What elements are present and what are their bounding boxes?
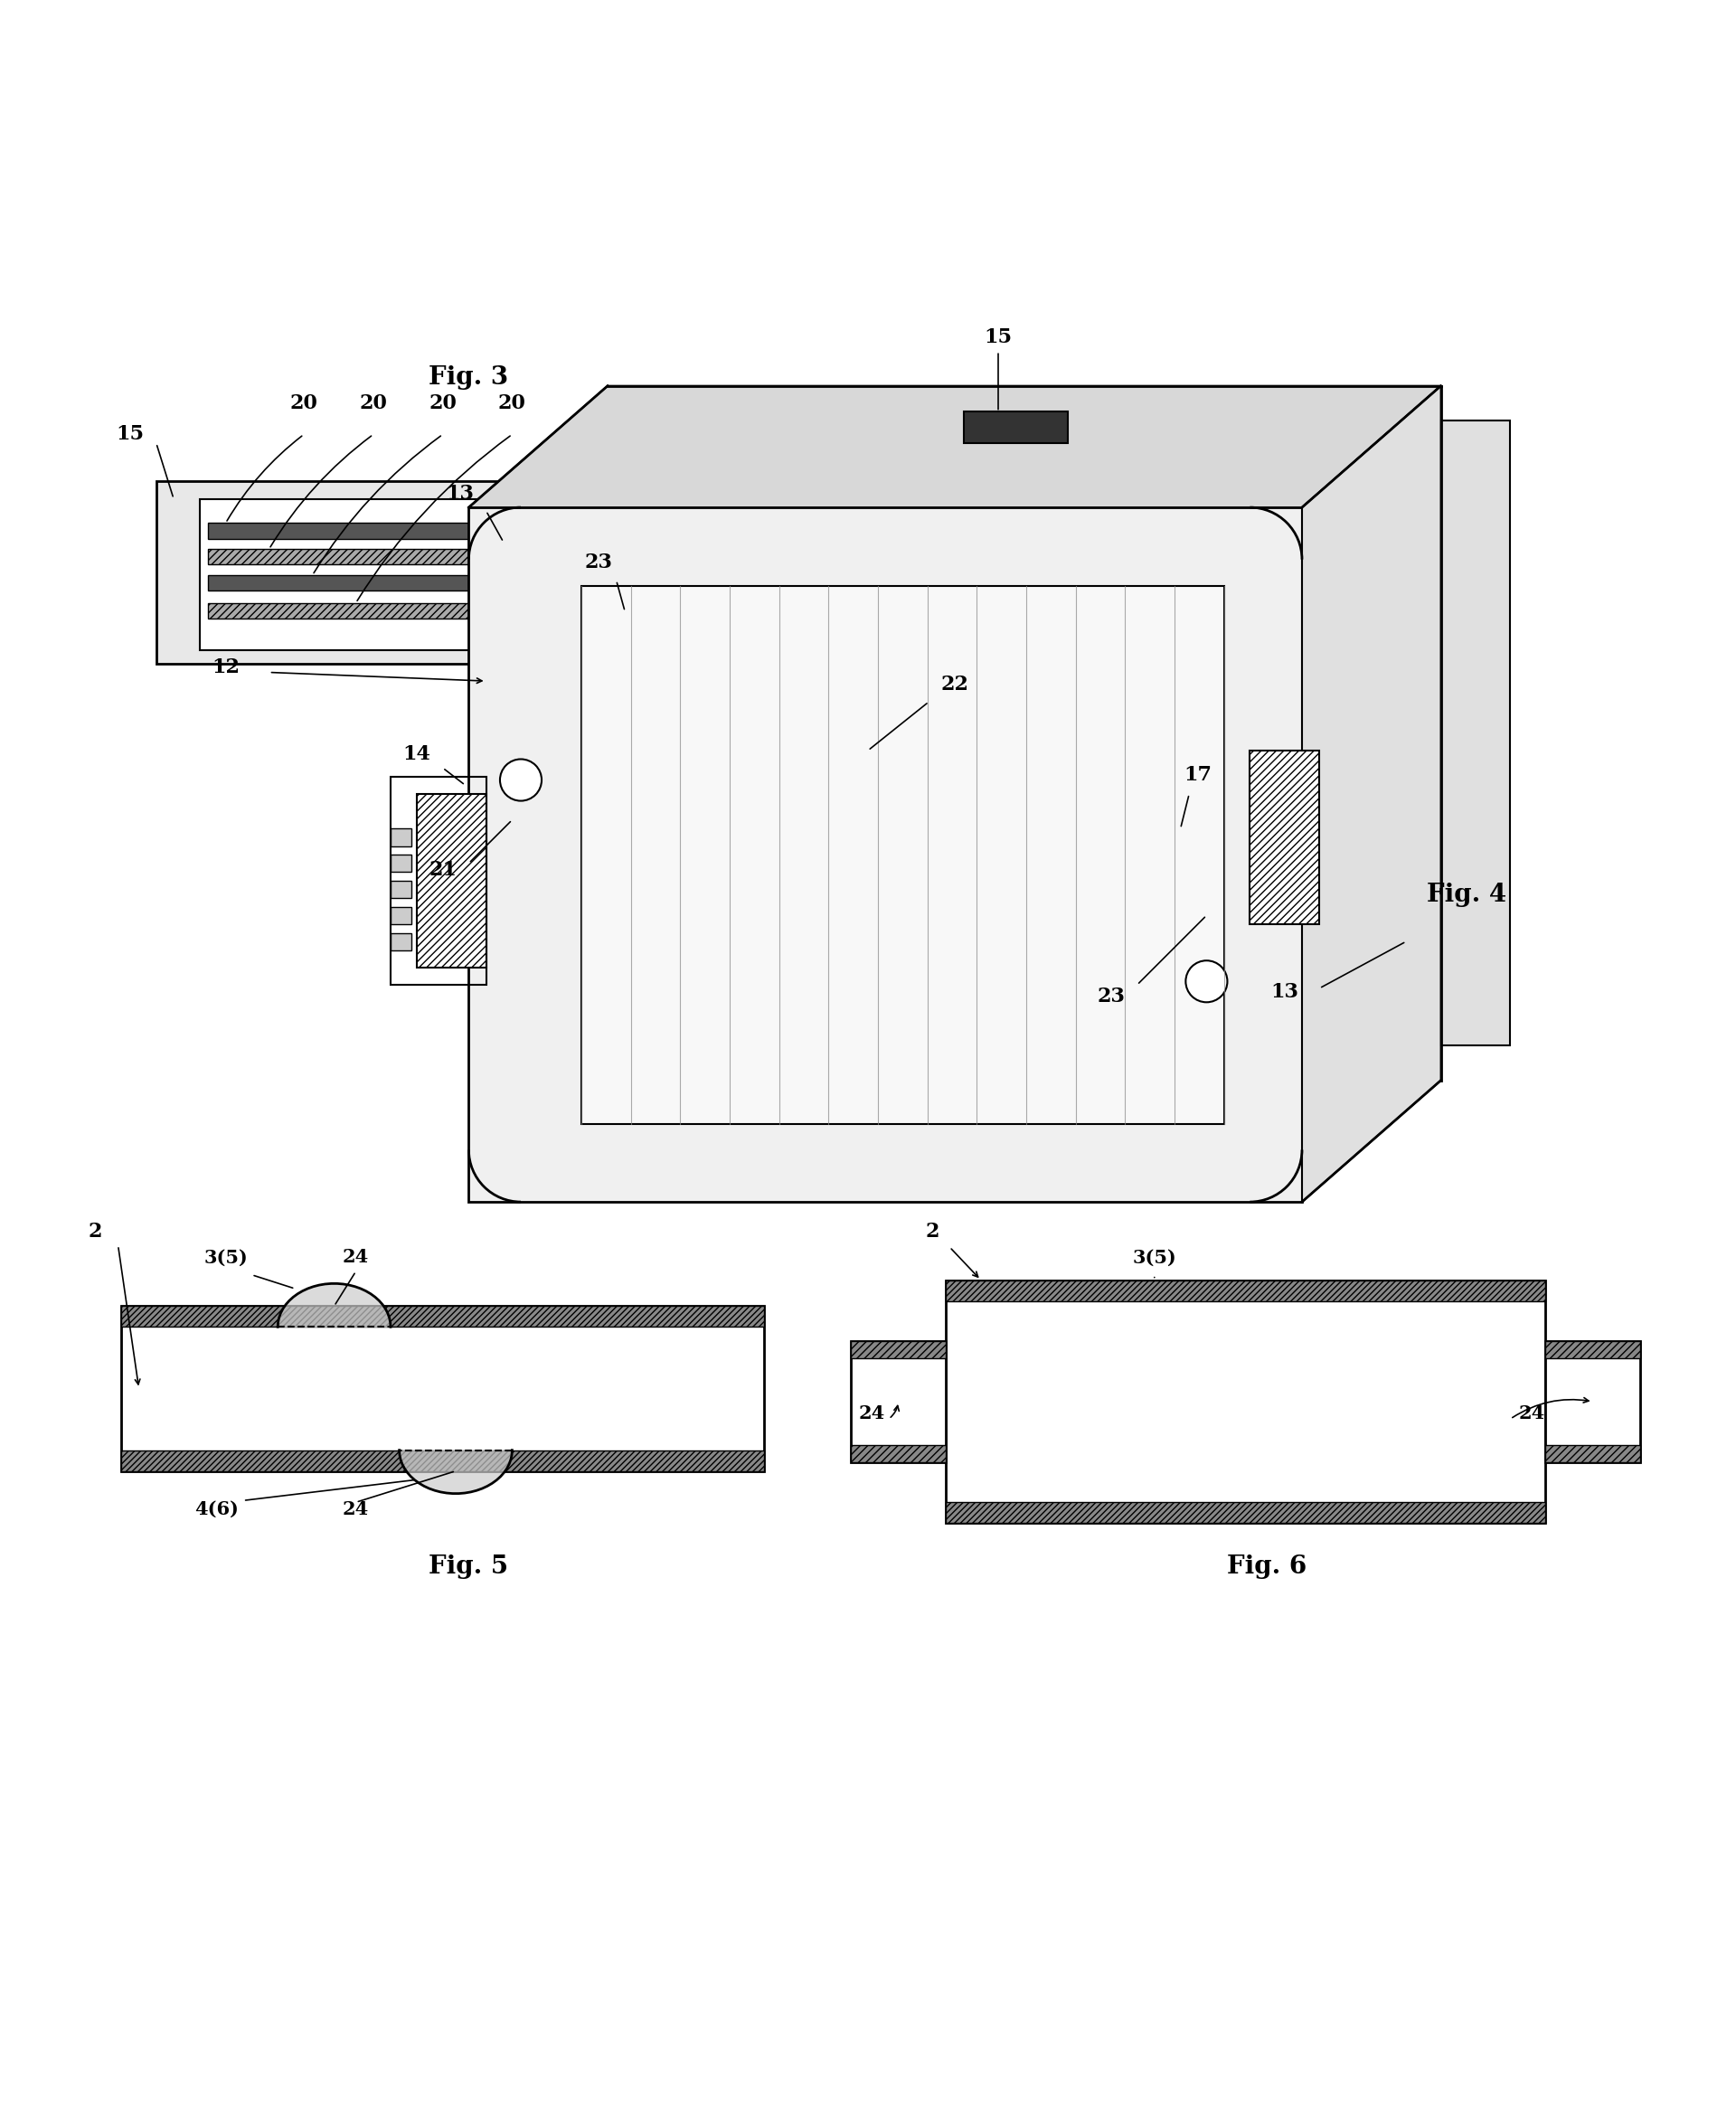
Bar xyxy=(391,776,486,984)
Text: 24: 24 xyxy=(1519,1405,1545,1422)
Text: 13: 13 xyxy=(446,483,474,504)
Bar xyxy=(391,829,411,846)
Polygon shape xyxy=(469,508,1302,1201)
Bar xyxy=(1250,750,1319,925)
Text: 2: 2 xyxy=(89,1220,102,1242)
Bar xyxy=(417,793,486,967)
Text: Fig. 6: Fig. 6 xyxy=(1227,1554,1307,1580)
Text: 14: 14 xyxy=(403,744,431,763)
Bar xyxy=(391,880,411,897)
Text: 20: 20 xyxy=(290,393,318,412)
Text: 24: 24 xyxy=(859,1405,885,1422)
Bar xyxy=(946,1280,1545,1522)
Bar xyxy=(851,1342,946,1359)
Text: 15: 15 xyxy=(116,425,144,444)
Bar xyxy=(963,412,1068,442)
Bar xyxy=(391,906,411,925)
Bar xyxy=(208,549,590,566)
Text: 23: 23 xyxy=(1097,986,1125,1008)
Bar xyxy=(1545,1342,1641,1359)
Text: 24: 24 xyxy=(342,1248,370,1267)
Text: 20: 20 xyxy=(359,393,387,412)
Text: 22: 22 xyxy=(941,674,969,695)
Bar xyxy=(851,1446,946,1463)
Bar xyxy=(391,855,411,872)
FancyBboxPatch shape xyxy=(122,1305,764,1471)
Text: 3(5): 3(5) xyxy=(1132,1248,1177,1267)
Bar xyxy=(208,523,486,538)
Bar xyxy=(946,1503,1545,1522)
FancyBboxPatch shape xyxy=(200,500,703,651)
FancyBboxPatch shape xyxy=(156,480,729,663)
Bar xyxy=(391,933,411,950)
Text: 21: 21 xyxy=(429,861,457,880)
Text: 15: 15 xyxy=(984,327,1012,347)
Text: 24: 24 xyxy=(342,1501,370,1518)
Text: Fig. 3: Fig. 3 xyxy=(429,366,509,389)
Bar xyxy=(1545,1446,1641,1463)
Text: Fig. 5: Fig. 5 xyxy=(429,1554,509,1580)
Text: 20: 20 xyxy=(498,393,526,412)
Bar xyxy=(208,604,660,619)
Text: 4(6): 4(6) xyxy=(194,1501,240,1518)
Circle shape xyxy=(500,759,542,802)
Polygon shape xyxy=(1441,421,1510,1046)
Text: 17: 17 xyxy=(1184,765,1212,784)
Text: 3(5): 3(5) xyxy=(203,1248,248,1267)
Polygon shape xyxy=(582,585,1224,1125)
Text: 12: 12 xyxy=(212,657,240,676)
Polygon shape xyxy=(278,1284,391,1327)
Bar xyxy=(946,1280,1545,1301)
Polygon shape xyxy=(469,385,1441,508)
Bar xyxy=(851,1342,946,1463)
Text: 2: 2 xyxy=(925,1220,939,1242)
Bar xyxy=(122,1305,764,1327)
Bar xyxy=(208,576,660,591)
Text: 13: 13 xyxy=(1271,982,1299,1001)
Circle shape xyxy=(1186,961,1227,1001)
Text: 23: 23 xyxy=(585,553,613,572)
Polygon shape xyxy=(399,1450,512,1495)
Bar xyxy=(122,1450,764,1471)
Polygon shape xyxy=(1302,385,1441,1201)
Text: 20: 20 xyxy=(429,393,457,412)
Text: Fig. 4: Fig. 4 xyxy=(1427,882,1507,908)
Bar xyxy=(1545,1342,1641,1463)
